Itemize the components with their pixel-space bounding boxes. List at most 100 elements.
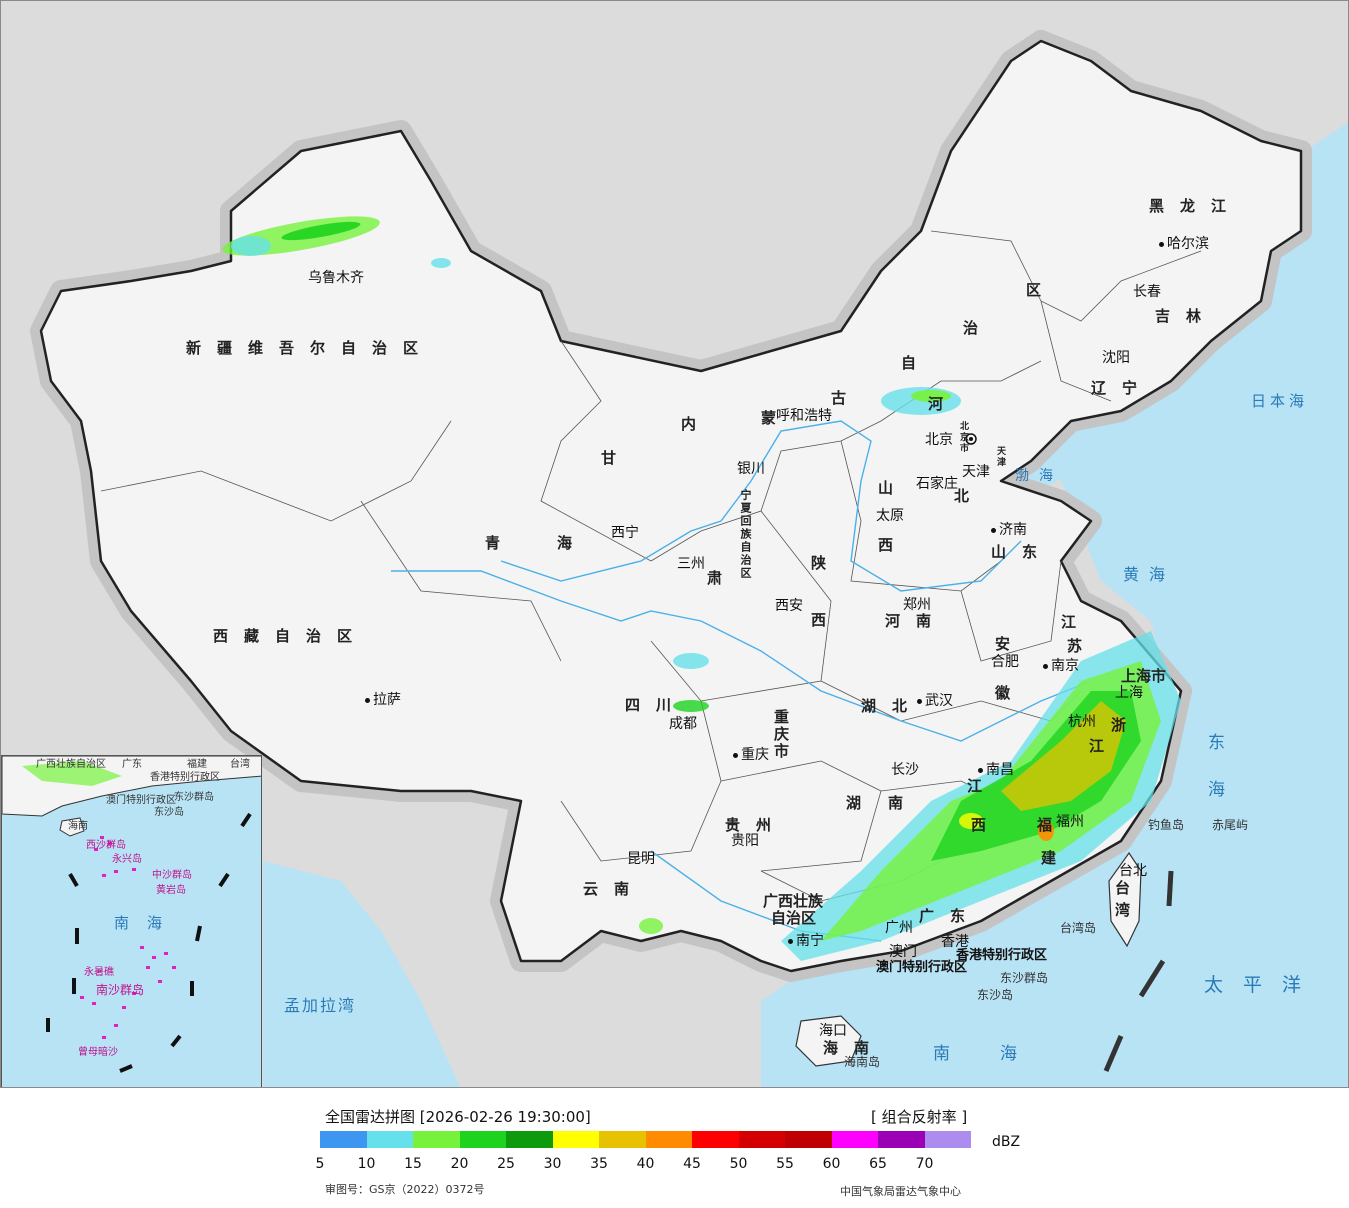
inset-mo: 澳门特别行政区 <box>106 795 176 806</box>
city-guiyang: 贵阳 <box>731 833 759 849</box>
island-dongsha: 东沙岛 <box>977 988 1014 1002</box>
colorbar-tick-label: 5 <box>315 1156 325 1172</box>
city-lhasa: 拉萨 <box>365 693 401 707</box>
colorbar-ticks: 5 10 15 20 25 30 35 40 45 50 55 60 65 70 <box>306 1156 966 1174</box>
colorbar-tick-label: 10 <box>357 1156 376 1172</box>
city-shenyang: 沈阳 <box>1102 350 1130 366</box>
province-qinghai-2: 海 <box>557 534 573 552</box>
province-jiangsu-1: 江 <box>1061 613 1077 631</box>
province-shaanxi-1: 陕 <box>811 554 827 572</box>
label-hk-sar: 香港特别行政区 <box>956 948 1048 963</box>
hainan-island-shape <box>795 1015 862 1067</box>
province-hunan-2: 南 <box>888 794 904 812</box>
legend-title: 全国雷达拼图 [2026-02-26 19:30:00] <box>325 1108 591 1126</box>
colorbar-swatch <box>878 1131 925 1148</box>
city-nanning: 南宁 <box>788 934 824 948</box>
province-zhejiang-1: 浙 <box>1111 716 1127 734</box>
colorbar-swatch <box>320 1131 367 1148</box>
inset-yongxing: 永兴岛 <box>112 854 142 865</box>
capital-marker <box>965 433 977 445</box>
province-jilin: 吉林 <box>1155 307 1218 325</box>
city-beijing: 北京 <box>925 432 953 448</box>
province-guangxi-1: 广西壮族 <box>763 892 824 910</box>
inset-dongsha: 东沙群岛 <box>174 792 214 803</box>
radar-echoes <box>222 216 1181 961</box>
inset-dongsha2: 东沙岛 <box>154 807 184 818</box>
inset-guangdong: 广东 <box>122 759 142 770</box>
colorbar-tick-label: 20 <box>450 1156 469 1172</box>
province-anhui-2: 徽 <box>995 684 1011 702</box>
colorbar-swatch <box>506 1131 553 1148</box>
colorbar-swatch <box>924 1131 971 1148</box>
province-neimenggu-5: 治 <box>963 319 979 337</box>
province-hebei-2: 北 <box>954 487 970 505</box>
island-hainan: 海南岛 <box>844 1055 881 1069</box>
province-chongqing: 重庆市 <box>772 709 790 760</box>
province-beijing-vertical: 北京市 <box>958 421 968 454</box>
colorbar-swatch <box>599 1131 646 1148</box>
inset-zhongsha: 中沙群岛 <box>152 870 192 881</box>
island-diaoyu: 钓鱼岛 <box>1148 818 1185 832</box>
province-fujian-1: 福 <box>1037 816 1053 834</box>
province-gansu-1: 甘 <box>601 449 617 467</box>
colorbar <box>320 1131 971 1148</box>
city-zhengzhou: 郑州 <box>903 597 931 613</box>
inset-guangxi: 广西壮族自治区 <box>36 759 106 770</box>
island-dongsha-qundao: 东沙群岛 <box>1000 971 1049 985</box>
province-jiangxi-2: 西 <box>971 816 987 834</box>
province-guizhou: 贵州 <box>725 816 788 834</box>
city-tianjin: 天津 <box>962 464 990 480</box>
city-shijiazhuang: 石家庄 <box>916 476 958 492</box>
legend-product: [ 组合反射率 ] <box>871 1108 968 1126</box>
colorbar-tick-label: 55 <box>776 1156 794 1172</box>
colorbar-tick-label: 60 <box>822 1156 841 1172</box>
colorbar-tick-label: 25 <box>497 1156 515 1172</box>
boundary-dashes <box>1103 870 1174 1072</box>
city-changsha: 长沙 <box>891 762 919 778</box>
legend-source: 中国气象局雷达气象中心 <box>840 1185 961 1198</box>
colorbar-swatch <box>366 1131 413 1148</box>
colorbar-tick-label: 40 <box>636 1156 655 1172</box>
sea-pacific: 太平洋 <box>1204 974 1322 996</box>
city-xining: 西宁 <box>611 525 639 541</box>
city-wuhan: 武汉 <box>917 694 953 708</box>
city-macau: 澳门 <box>889 944 917 960</box>
city-taibei: 台北 <box>1119 863 1147 879</box>
colorbar-tick-label: 70 <box>915 1156 934 1172</box>
province-sichuan: 四川 <box>625 696 688 714</box>
city-haerbin: 哈尔滨 <box>1159 237 1209 251</box>
sea-east: 东海 <box>1204 733 1224 827</box>
province-henan: 河南 <box>885 612 948 630</box>
city-haikou: 海口 <box>819 1023 847 1039</box>
province-taiwan-1: 台 <box>1115 879 1131 897</box>
city-nanjing: 南京 <box>1043 659 1079 673</box>
city-chongqing: 重庆 <box>733 748 769 762</box>
city-kunming: 昆明 <box>627 851 655 867</box>
city-nanchang: 南昌 <box>978 763 1014 777</box>
province-shanxi-2: 西 <box>878 536 894 554</box>
province-neimenggu-1: 内 <box>681 415 697 433</box>
city-jinan: 济南 <box>991 523 1027 537</box>
province-zhejiang-2: 江 <box>1089 737 1105 755</box>
province-qinghai-1: 青 <box>485 534 501 552</box>
city-hefei: 合肥 <box>991 654 1019 670</box>
city-hangzhou: 杭州 <box>1068 714 1096 730</box>
inset-hk: 香港特别行政区 <box>150 772 220 783</box>
colorbar-swatch <box>785 1131 832 1148</box>
province-ningxia: 宁夏回族自治区 <box>739 489 752 580</box>
map-canvas <box>30 30 1348 1087</box>
province-guangxi-2: 自治区 <box>771 909 817 927</box>
colorbar-swatch <box>831 1131 878 1148</box>
inset-hainan: 海南 <box>68 821 88 832</box>
capital-marker-dot <box>969 437 973 441</box>
colorbar-tick-label: 65 <box>869 1156 887 1172</box>
city-lanzhou: 三州 <box>677 556 705 572</box>
province-heilongjiang: 黑龙江 <box>1149 197 1243 215</box>
province-shandong: 山东 <box>991 543 1054 561</box>
inset-canvas <box>2 756 261 1073</box>
legend-panel: 全国雷达拼图 [2026-02-26 19:30:00] [ 组合反射率 ] 5… <box>0 1088 1349 1208</box>
city-fuzhou: 福州 <box>1056 814 1084 830</box>
province-yunnan: 云南 <box>583 880 646 898</box>
island-chiwei: 赤尾屿 <box>1212 818 1249 832</box>
province-guangdong: 广东 <box>919 907 982 925</box>
